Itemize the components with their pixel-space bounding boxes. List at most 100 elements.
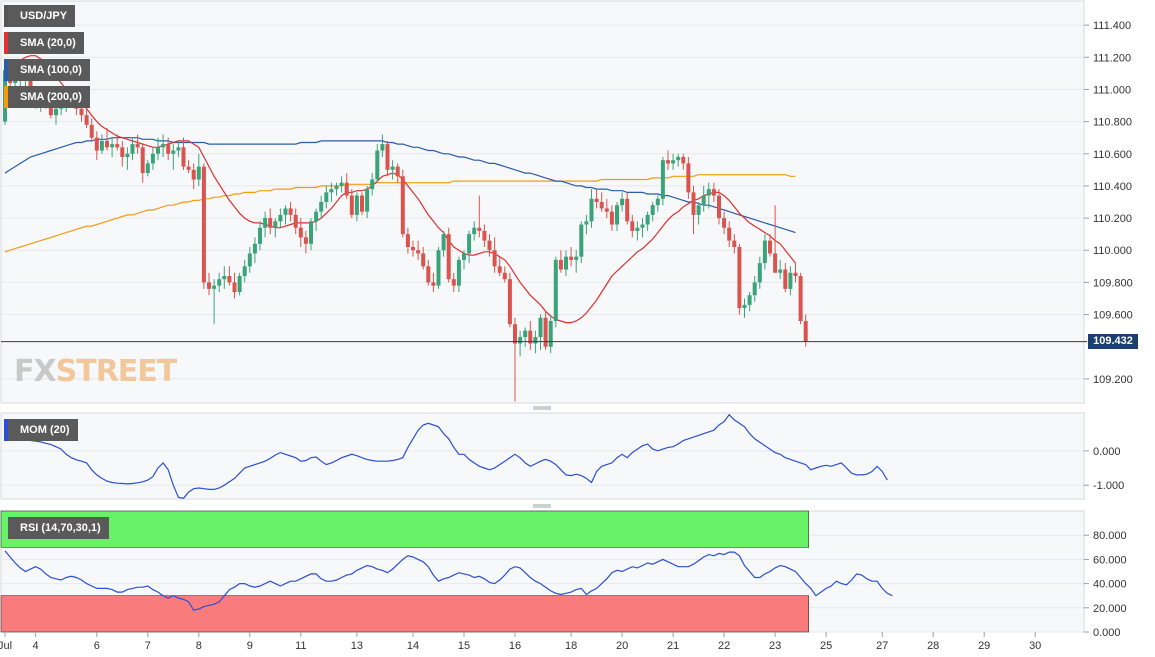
panel-resize-handle-2[interactable]	[533, 504, 551, 508]
legend-momentum[interactable]: MOM (20)	[4, 419, 78, 441]
panel-resize-handle-1[interactable]	[533, 406, 551, 410]
candle-body	[507, 279, 512, 325]
candle-body	[660, 160, 665, 199]
x-tick-label: Jul	[0, 640, 12, 652]
candle-body	[497, 266, 502, 273]
candle-body	[222, 275, 227, 280]
indicator-lines	[1, 341, 1087, 611]
candle-body	[513, 324, 517, 344]
candle-body	[747, 295, 752, 305]
axes: 111.400 111.200 111.000 110.800 110.600 110.4…	[0, 20, 1133, 652]
legend-sma20[interactable]: SMA (20,0)	[4, 32, 84, 54]
candle-body	[258, 227, 262, 244]
candle-body	[666, 160, 670, 164]
candle-body	[48, 105, 53, 116]
candle-body	[365, 189, 370, 212]
candle-body	[416, 250, 421, 254]
candle-body	[176, 147, 181, 151]
candle-body	[717, 195, 721, 219]
candle-body	[400, 176, 405, 235]
x-tick-label: 6	[94, 640, 100, 652]
legend-rsi[interactable]: RSI (14,70,30,1)	[4, 517, 109, 539]
x-tick-label: 9	[247, 640, 253, 652]
candle-body	[181, 147, 186, 167]
candle-body	[502, 272, 507, 280]
candle-body	[232, 282, 237, 293]
candle-body	[79, 108, 84, 116]
candle-body	[456, 259, 461, 286]
candle-body	[604, 208, 609, 212]
candle-body	[89, 124, 94, 138]
price-y-tick-label: 110.600	[1093, 149, 1132, 161]
candle-body	[54, 108, 58, 116]
legend-sma100-swatch	[4, 59, 8, 81]
x-tick-label: 15	[458, 640, 470, 652]
candle-body	[375, 150, 380, 180]
legend-rsi-swatch	[4, 517, 8, 539]
candle-body	[360, 195, 364, 212]
x-tick-label: 27	[876, 640, 888, 652]
candle-body	[620, 198, 625, 206]
candle-body	[737, 247, 742, 309]
candle-body	[247, 253, 252, 267]
candle-body	[594, 198, 599, 202]
candle-body	[645, 214, 650, 225]
legend-symbol[interactable]: USD/JPY	[4, 5, 76, 27]
candle-body	[681, 156, 686, 164]
candle-body	[94, 137, 99, 151]
candle-body	[298, 227, 303, 238]
candle-body	[492, 250, 497, 267]
candle-body	[543, 317, 548, 347]
price-y-tick-label: 110.000	[1093, 245, 1132, 257]
candle-body	[615, 205, 619, 225]
candle-body	[757, 263, 762, 283]
candle-body	[227, 275, 232, 283]
legend-sma200[interactable]: SMA (200,0)	[4, 86, 90, 108]
candle-body	[130, 144, 135, 154]
candle-body	[380, 144, 385, 151]
candle-body	[691, 192, 696, 215]
legend-sma200-label: SMA (200,0)	[20, 91, 82, 103]
candle-body	[589, 198, 594, 222]
candle-body	[135, 144, 140, 148]
x-tick-label: 7	[145, 640, 151, 652]
candle-body	[150, 153, 155, 164]
x-tick-label: 23	[769, 640, 781, 652]
rsi-y-tick-label: 60.000	[1093, 554, 1127, 566]
price-y-tick-label: 109.600	[1093, 310, 1133, 322]
candle-body	[115, 144, 120, 148]
candle-body	[635, 227, 640, 231]
candle-body	[385, 144, 390, 170]
candle-body	[263, 218, 268, 228]
candle-body	[13, 79, 18, 84]
candle-body	[212, 285, 217, 289]
candle-body	[538, 317, 543, 338]
candle-body	[773, 253, 778, 273]
price-y-tick-label: 111.000	[1093, 84, 1131, 96]
candle-body	[283, 208, 288, 215]
candle-body	[405, 234, 410, 248]
candle-body	[303, 237, 308, 244]
candle-body	[309, 221, 313, 244]
momentum-panel	[0, 412, 1085, 500]
price-y-tick-label: 110.400	[1093, 181, 1132, 193]
sma20-line	[4, 55, 796, 324]
candle-body	[319, 202, 324, 212]
candle-body	[548, 320, 553, 347]
candle-body	[477, 227, 482, 231]
candle-body	[462, 253, 466, 260]
candle-body	[650, 205, 655, 215]
legend-symbol-swatch	[4, 5, 8, 27]
candle-body	[686, 163, 691, 193]
legend-sma20-label: SMA (20,0)	[20, 37, 76, 49]
candle-body	[191, 169, 196, 180]
rsi-line	[4, 550, 893, 611]
candle-body	[625, 198, 630, 222]
candle-body	[630, 221, 635, 231]
candle-body	[370, 179, 375, 190]
candle-body	[609, 211, 614, 225]
legend-sma100[interactable]: SMA (100,0)	[4, 59, 90, 81]
x-tick-label: 14	[407, 640, 419, 652]
x-tick-label: 20	[616, 640, 628, 652]
x-tick-label: 16	[509, 640, 521, 652]
